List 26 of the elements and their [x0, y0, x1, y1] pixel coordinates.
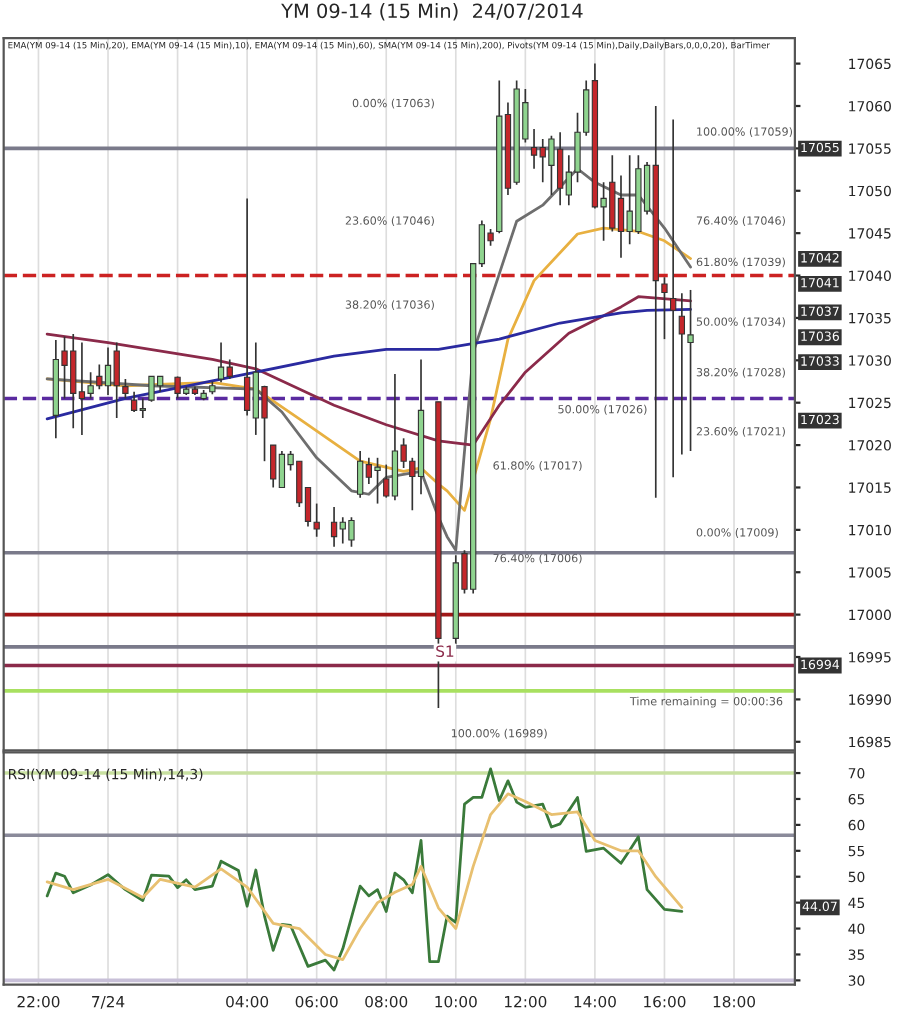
- candlestick: [617, 174, 625, 259]
- candlestick: [226, 358, 233, 380]
- candlestick: [356, 450, 364, 499]
- candlestick: [104, 346, 112, 396]
- candlestick: [687, 289, 694, 452]
- candlestick: [530, 128, 538, 170]
- line-series: [45, 792, 684, 962]
- candlestick: [348, 516, 355, 548]
- candlestick: [113, 341, 120, 419]
- candlestick: [313, 502, 320, 538]
- candlestick: [374, 456, 381, 505]
- candlestick: [148, 375, 155, 403]
- line-series: [45, 295, 692, 447]
- candlestick: [391, 373, 399, 502]
- candlestick: [556, 131, 564, 207]
- candlestick: [78, 341, 86, 436]
- candlestick: [122, 378, 129, 400]
- candlestick: [217, 341, 225, 384]
- candlestick: [130, 390, 138, 413]
- candlestick: [330, 506, 338, 548]
- line-series: [45, 308, 692, 421]
- candlestick: [270, 444, 277, 489]
- candlestick: [139, 397, 146, 419]
- chart-title: YM 09-14 (15 Min) 24/07/2014: [281, 3, 583, 21]
- candlestick: [678, 292, 686, 456]
- candlestick: [278, 450, 286, 489]
